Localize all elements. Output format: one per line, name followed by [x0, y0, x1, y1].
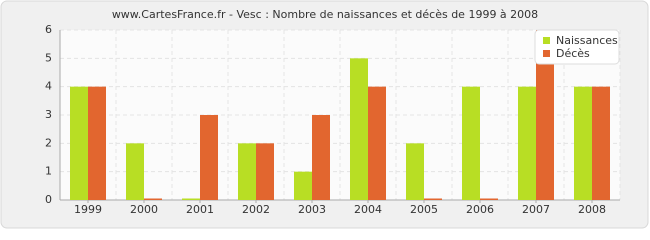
bar [462, 86, 480, 200]
bar [88, 86, 106, 200]
bar [536, 30, 554, 200]
bar [350, 58, 368, 201]
bar [312, 115, 330, 200]
bar [518, 86, 536, 200]
legend-swatch [543, 50, 550, 57]
bar [238, 143, 256, 200]
bar [368, 86, 386, 200]
x-tick-label: 2006 [466, 203, 494, 216]
x-tick-label: 2008 [578, 203, 606, 216]
x-tick-label: 1999 [74, 203, 102, 216]
legend-label: Naissances [556, 34, 618, 47]
chart: www.CartesFrance.fr - Vesc : Nombre de n… [0, 0, 649, 229]
x-tick-label: 2003 [298, 203, 326, 216]
legend-label: Décès [556, 47, 590, 60]
x-tick-label: 2004 [354, 203, 382, 216]
bar [294, 171, 312, 200]
bar [70, 86, 88, 200]
y-tick-label: 3 [45, 108, 52, 121]
y-tick-label: 5 [45, 51, 52, 64]
chart-title: www.CartesFrance.fr - Vesc : Nombre de n… [112, 8, 538, 21]
bar [256, 143, 274, 200]
x-tick-label: 2001 [186, 203, 214, 216]
bar [144, 198, 162, 200]
bar [200, 115, 218, 200]
y-tick-label: 1 [45, 165, 52, 178]
bar [424, 198, 442, 200]
y-tick-label: 4 [45, 80, 52, 93]
bar [182, 198, 200, 200]
x-tick-label: 2005 [410, 203, 438, 216]
y-tick-label: 0 [45, 193, 52, 206]
bar [592, 86, 610, 200]
bar [574, 86, 592, 200]
y-tick-label: 6 [45, 23, 52, 36]
bar [406, 143, 424, 200]
x-tick-label: 2007 [522, 203, 550, 216]
bar [126, 143, 144, 200]
x-tick-label: 2000 [130, 203, 158, 216]
y-tick-label: 2 [45, 136, 52, 149]
bar [480, 198, 498, 200]
legend-box [534, 29, 620, 65]
x-tick-label: 2002 [242, 203, 270, 216]
legend-swatch [543, 37, 550, 44]
